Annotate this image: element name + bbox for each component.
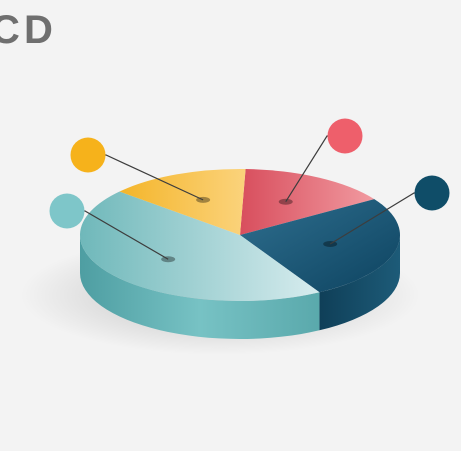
slice-teal-top	[79, 191, 320, 302]
letter-d-label: D	[24, 8, 53, 52]
slice-navy-callout-marker	[414, 175, 450, 211]
slice-yellow-callout-marker	[70, 137, 106, 173]
slice-navy-side	[319, 235, 400, 331]
letter-c-label: C	[0, 8, 20, 52]
slice-teal-side	[80, 235, 320, 339]
slice-red-top	[240, 169, 375, 235]
slice-navy-top	[240, 199, 400, 293]
slice-yellow-top	[119, 169, 246, 235]
slice-teal-callout-marker	[49, 193, 85, 229]
slice-red-callout-marker	[327, 118, 363, 154]
